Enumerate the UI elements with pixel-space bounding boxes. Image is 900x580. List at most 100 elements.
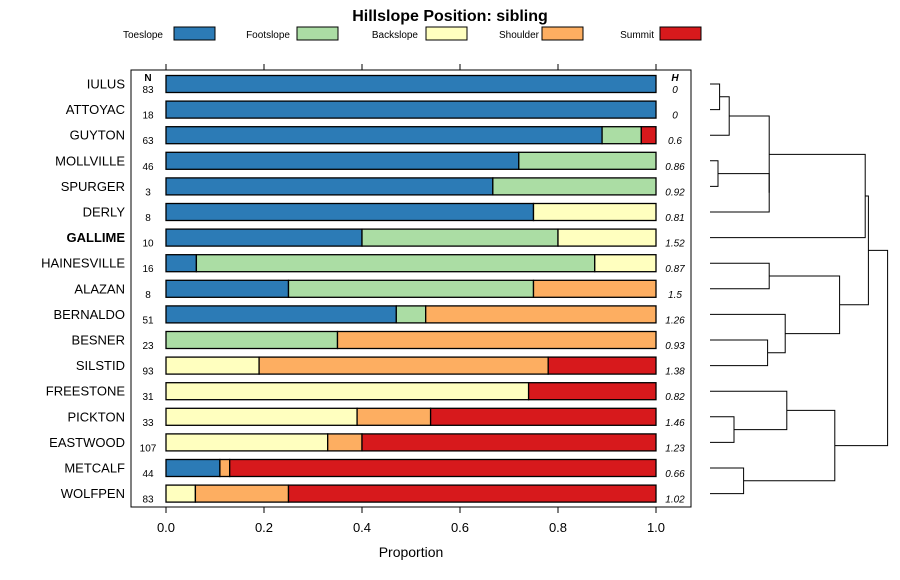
bar-segment-footslope xyxy=(395,305,427,324)
row-label: DERLY xyxy=(83,205,126,220)
row-label: GALLIME xyxy=(67,230,126,245)
row-label: METCALF xyxy=(64,461,125,476)
dendrogram-branch xyxy=(834,249,889,447)
bar-segment-toeslope xyxy=(165,279,290,298)
legend-label-summit: Summit xyxy=(620,30,654,41)
bar-segment-footslope xyxy=(492,177,657,196)
x-tick-label: 0.2 xyxy=(255,520,273,535)
legend-label-footslope: Footslope xyxy=(246,30,290,41)
bar-segment-shoulder xyxy=(194,484,290,503)
h-value: 0.86 xyxy=(665,162,685,173)
bars xyxy=(165,74,657,503)
n-value: 18 xyxy=(142,111,154,122)
h-value: 0.66 xyxy=(665,469,685,480)
h-value: 1.26 xyxy=(665,315,685,326)
bar-segment-backslope xyxy=(165,407,358,426)
legend: Toeslope Footslope Backslope Shoulder Summit xyxy=(123,26,702,41)
dendrogram-branch xyxy=(710,416,735,443)
n-column-header: N xyxy=(144,73,151,84)
h-value: 1.23 xyxy=(665,443,685,454)
row-label: PICKTON xyxy=(67,409,125,424)
row-labels: IULUS ATTOYAC GUYTON MOLLVILLE SPURGER DERLY G… xyxy=(41,77,125,502)
plot-frame xyxy=(130,69,692,508)
bar-segment-shoulder xyxy=(219,458,231,478)
h-column-header: H xyxy=(671,73,679,84)
bar-segment-summit xyxy=(287,484,657,503)
h-value: 1.02 xyxy=(665,495,685,506)
bar-segment-toeslope xyxy=(165,254,198,273)
bar-segment-toeslope xyxy=(165,126,603,145)
dendrogram-branch xyxy=(710,390,788,431)
bar-segment-footslope xyxy=(287,279,535,298)
h-value: 1.38 xyxy=(665,367,685,378)
row-label: ATTOYAC xyxy=(66,102,125,117)
row-label: SILSTID xyxy=(76,358,125,373)
x-tick-label: 0.4 xyxy=(353,520,371,535)
bar-segment-summit xyxy=(361,433,657,452)
row-label: EASTWOOD xyxy=(49,435,125,450)
n-value: 46 xyxy=(142,162,154,173)
bar-segment-footslope xyxy=(165,330,339,350)
h-value: 0.93 xyxy=(665,341,685,352)
bar-segment-footslope xyxy=(518,151,657,170)
dendrogram-branch xyxy=(710,339,769,367)
n-value: 10 xyxy=(142,239,154,250)
bar-segment-backslope xyxy=(165,484,197,503)
bar-segment-footslope xyxy=(361,228,559,247)
dendrogram-branch xyxy=(839,195,869,306)
x-ticks-top xyxy=(165,64,657,70)
legend-label-backslope: Backslope xyxy=(372,30,419,41)
bar-segment-footslope xyxy=(195,254,596,273)
h-value: 0.81 xyxy=(665,213,684,224)
dendrogram-branch xyxy=(729,115,770,193)
dendrogram-branch xyxy=(710,153,866,239)
n-value: 44 xyxy=(142,469,154,480)
legend-swatch-toeslope xyxy=(173,26,216,41)
bar-segment-shoulder xyxy=(425,305,657,324)
bar-segment-footslope xyxy=(601,126,642,145)
row-label: MOLLVILLE xyxy=(55,153,125,168)
row-label: SPURGER xyxy=(61,179,125,194)
h-value: 0 xyxy=(672,111,678,122)
bar-segment-toeslope xyxy=(165,458,221,478)
dendrogram-branch xyxy=(743,409,836,482)
h-labels: 0 0 0.6 0.86 0.92 0.81 1.52 0.87 1.5 1.26 0.93 1.38… xyxy=(665,85,685,506)
n-value: 83 xyxy=(142,495,154,506)
row-label: ALAZAN xyxy=(74,281,125,296)
n-value: 51 xyxy=(142,315,154,326)
n-value: 8 xyxy=(145,290,151,301)
bar-segment-summit xyxy=(229,458,657,478)
bar-segment-backslope xyxy=(532,202,657,222)
bar-segment-backslope xyxy=(165,433,329,452)
n-value: 83 xyxy=(142,85,154,96)
row-label: GUYTON xyxy=(70,128,125,143)
n-value: 107 xyxy=(140,443,157,454)
row-label: BERNALDO xyxy=(53,307,125,322)
legend-label-shoulder: Shoulder xyxy=(499,30,540,41)
h-value: 0.92 xyxy=(665,187,685,198)
row-label: FREESTONE xyxy=(46,384,126,399)
h-value: 0.82 xyxy=(665,392,685,403)
n-labels: 83 18 63 46 3 8 10 16 8 51 23 93 31 33 107 44 83 xyxy=(140,85,157,506)
row-label: BESNER xyxy=(72,333,125,348)
h-value: 1.5 xyxy=(668,290,682,301)
dendrogram-branch xyxy=(710,467,745,495)
n-value: 23 xyxy=(142,341,154,352)
bar-segment-summit xyxy=(527,382,657,401)
bar-segment-backslope xyxy=(557,228,657,247)
n-value: 63 xyxy=(142,136,154,147)
bar-segment-backslope xyxy=(594,254,657,273)
h-value: 0.6 xyxy=(668,136,682,147)
n-value: 33 xyxy=(142,418,154,429)
bar-segment-toeslope xyxy=(165,305,397,324)
bar-segment-toeslope xyxy=(165,74,657,94)
h-value: 0.87 xyxy=(665,264,685,275)
chart-title: Hillslope Position: sibling xyxy=(352,8,548,25)
legend-swatch-summit xyxy=(659,26,702,41)
bar-segment-summit xyxy=(547,356,657,375)
bar-segment-toeslope xyxy=(165,228,363,247)
dendrogram-branch xyxy=(710,173,770,213)
x-axis-label: Proportion xyxy=(379,544,444,560)
n-value: 3 xyxy=(145,187,151,198)
